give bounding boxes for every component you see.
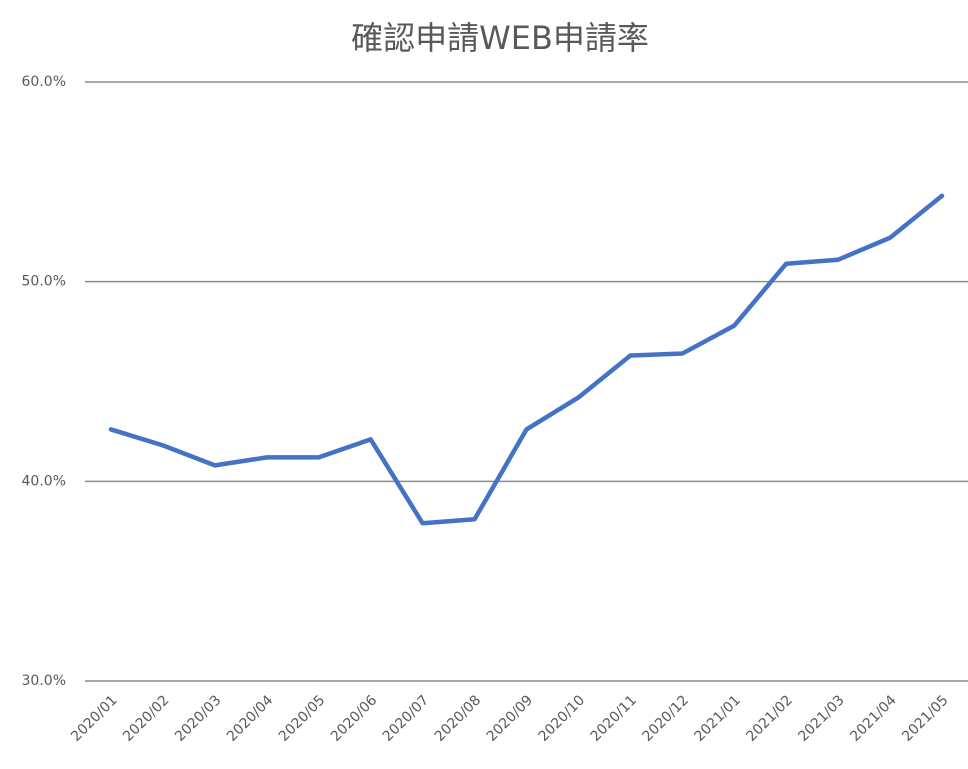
chart-title: 確認申請WEB申請率 xyxy=(351,19,649,57)
x-tick-label: 2021/03 xyxy=(795,692,847,744)
x-tick-label: 2020/09 xyxy=(484,692,536,744)
x-tick-label: 2021/04 xyxy=(847,692,900,745)
x-tick-label: 2020/06 xyxy=(328,692,381,745)
x-tick-label: 2021/05 xyxy=(899,692,951,744)
x-tick-label: 2020/11 xyxy=(588,692,640,744)
x-tick-label: 2020/10 xyxy=(536,692,588,744)
x-tick-label: 2020/05 xyxy=(276,692,328,744)
data-line xyxy=(108,193,945,526)
x-tick-label: 2020/07 xyxy=(380,692,432,744)
x-tick-label: 2020/03 xyxy=(172,692,224,744)
x-tick-label: 2020/02 xyxy=(120,692,172,744)
x-tick-label: 2020/12 xyxy=(640,692,692,744)
x-tick-label: 2020/01 xyxy=(68,692,120,744)
y-tick-label: 40.0% xyxy=(22,473,66,489)
x-tick-label: 2020/08 xyxy=(432,692,484,744)
x-tick-label: 2021/01 xyxy=(691,692,743,744)
x-tick-label: 2020/04 xyxy=(224,692,277,745)
x-tick-label: 2021/02 xyxy=(743,692,795,744)
y-tick-label: 60.0% xyxy=(22,74,66,90)
y-tick-label: 30.0% xyxy=(22,673,66,689)
y-tick-label: 50.0% xyxy=(22,274,66,290)
